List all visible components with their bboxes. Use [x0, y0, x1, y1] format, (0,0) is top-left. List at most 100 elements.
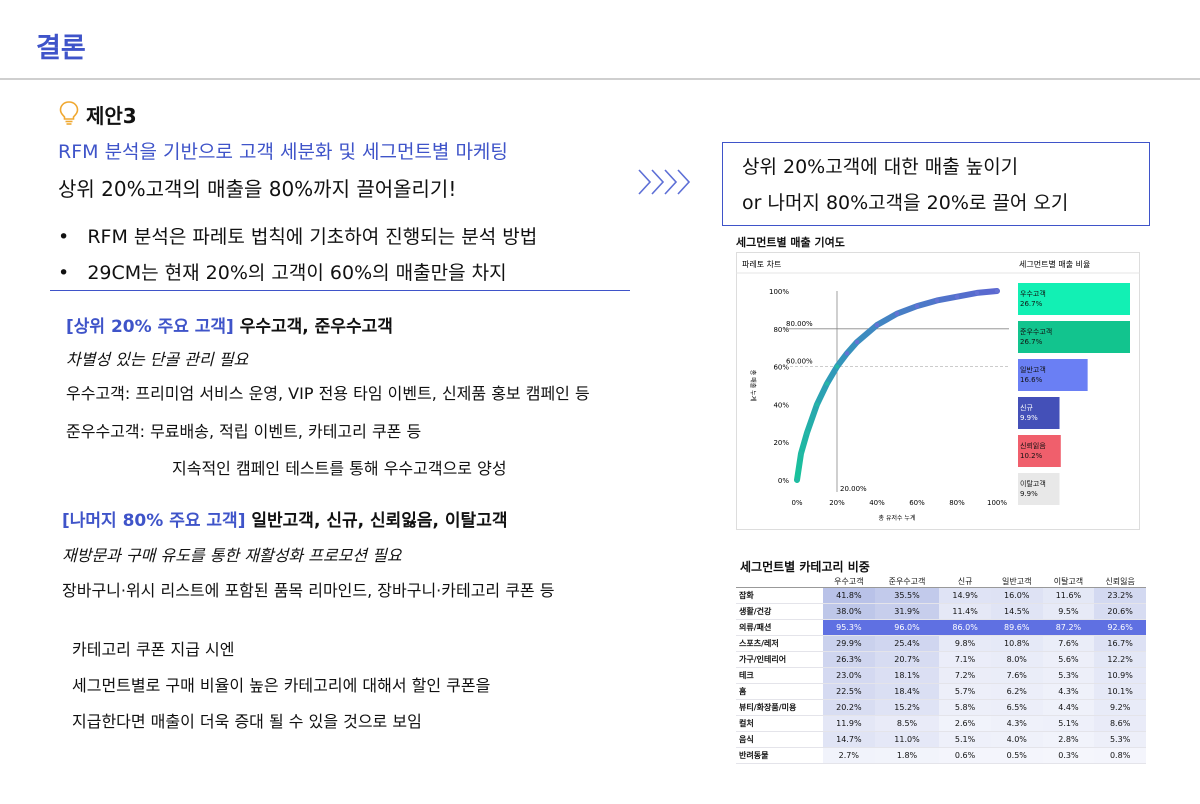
pareto-point [824, 381, 830, 386]
chart-title: 세그먼트별 매출 기여도 [736, 236, 845, 249]
chart-title: 세그먼트별 카테고리 비중 [740, 560, 870, 574]
row-label: 홈 [736, 683, 823, 700]
heatmap-cell: 5.8% [939, 699, 991, 716]
table-row: 의류/패션 95.3% 96.0% 86.0% 89.6% 87.2% 92.6% [736, 619, 1146, 636]
heatmap-cell: 0.6% [939, 747, 991, 764]
section-top20-heading: [상위 20% 주요 고객] 우수고객, 준우수고객 [66, 312, 393, 337]
section-title: 우수고객, 준우수고객 [239, 317, 393, 337]
heatmap-cell: 5.7% [939, 683, 991, 700]
row-label: 생활/건강 [736, 603, 823, 620]
x-tick-label: 80% [949, 499, 965, 507]
heatmap-cell: 7.2% [939, 667, 991, 684]
proposal-headline: 상위 20%고객의 매출을 80%까지 끌어올리기! [58, 177, 457, 201]
chevron-right-icon [638, 169, 691, 195]
heatmap-cell: 18.4% [874, 683, 940, 700]
bar [1018, 321, 1130, 353]
y-tick-label: 20% [773, 439, 789, 447]
pareto-point [914, 303, 920, 309]
section-line: 준우수고객: 무료배송, 적립 이벤트, 카테고리 쿠폰 등 [66, 422, 422, 441]
bar-category-label: 우수고객 [1020, 289, 1046, 298]
chart-subtitle: 파레토 차트 [742, 260, 781, 269]
x-tick-label: 100% [987, 499, 1007, 507]
y-axis-label: 총 매출 누계 [749, 370, 757, 401]
pareto-point [834, 364, 840, 369]
row-label: 스포츠/레저 [736, 635, 823, 652]
chart-panel [736, 252, 1140, 530]
heatmap-cell: 23.0% [823, 667, 875, 684]
annotation-label: 20.00% [840, 485, 867, 493]
heatmap-cell: 23.2% [1094, 587, 1146, 604]
heatmap-cell: 26.3% [823, 651, 875, 668]
bar-category-label: 신규 [1020, 403, 1033, 412]
heatmap-cell: 5.3% [1094, 731, 1146, 748]
heatmap-cell: 7.1% [939, 651, 991, 668]
section-line: 우수고객: 프리미엄 서비스 운영, VIP 전용 타임 이벤트, 신제품 홍보… [66, 384, 590, 403]
pareto-point [894, 311, 900, 316]
heatmap-cell: 16.0% [990, 587, 1043, 604]
row-label: 의류/패션 [736, 619, 823, 636]
pareto-point [794, 477, 800, 483]
proposal-title: 제안3 [86, 104, 137, 128]
pareto-point [934, 298, 940, 303]
row-label: 가구/인테리어 [736, 651, 823, 668]
chart-subtitle: 세그먼트별 매출 비율 [1019, 259, 1090, 269]
heatmap-cell: 20.6% [1094, 603, 1146, 620]
heatmap-cell: 4.0% [990, 731, 1043, 748]
bar-value-label: 10.2% [1020, 452, 1043, 460]
callout-line: 상위 20%고객에 대한 매출 높이기 [742, 156, 1019, 178]
y-tick-label: 60% [773, 364, 789, 372]
heatmap-cell: 92.6% [1094, 619, 1146, 636]
section-note: 차별성 있는 단골 관리 필요 [66, 350, 249, 369]
bar-category-label: 일반고객 [1020, 365, 1046, 374]
row-label: 반려동물 [736, 747, 823, 764]
page-title: 결론 [36, 33, 86, 64]
pareto-point [974, 290, 980, 296]
table-row: 뷰티/화장품/미용 20.2% 15.2% 5.8% 6.5% 4.4% 9.2% [736, 699, 1146, 716]
heatmap-cell: 38.0% [823, 603, 875, 620]
section-bracket: [나머지 80% 주요 고객] [62, 511, 246, 531]
heatmap-cell: 11.0% [874, 731, 940, 748]
row-label: 뷰티/화장품/미용 [736, 699, 823, 716]
heatmap-cell: 11.6% [1042, 587, 1095, 604]
coupon-note-line: 지급한다면 매출이 더욱 증대 될 수 있을 것으로 보임 [72, 712, 422, 731]
heatmap-cell: 89.6% [990, 619, 1043, 636]
heatmap-cell: 22.5% [823, 683, 875, 700]
heatmap-cell: 0.5% [990, 747, 1043, 764]
y-tick-label: 100% [769, 288, 789, 296]
heatmap-cell: 1.8% [874, 747, 940, 764]
callout-box [722, 142, 1150, 226]
heatmap-cell: 41.8% [823, 587, 875, 604]
bullet-item: • RFM 분석은 파레토 법칙에 기초하여 진행되는 분석 방법 [58, 226, 538, 248]
callout-line: or 나머지 80%고객을 20%로 끌어 오기 [742, 192, 1069, 214]
heatmap-cell: 12.2% [1094, 651, 1146, 668]
coupon-note-line: 카테고리 쿠폰 지급 시엔 [72, 640, 235, 659]
heatmap-cell: 5.1% [1042, 715, 1095, 732]
heatmap-cell: 10.1% [1094, 683, 1146, 700]
bar-value-label: 26.7% [1020, 338, 1043, 346]
table-header-row: 우수고객 준우수고객 신규 일반고객 이탈고객 신뢰잃음 [736, 575, 1146, 588]
heatmap-cell: 14.5% [990, 603, 1043, 620]
heatmap-cell: 96.0% [874, 619, 940, 636]
heatmap-cell: 95.3% [823, 619, 875, 636]
section-line: 장바구니·위시 리스트에 포함된 품목 리마인드, 장바구니·카테고리 쿠폰 등 [62, 581, 555, 600]
bar [1018, 359, 1088, 391]
table-row: 홈 22.5% 18.4% 5.7% 6.2% 4.3% 10.1% [736, 683, 1146, 700]
bullet-text: 29CM는 현재 20%의 고객이 60%의 매출만을 차지 [87, 262, 507, 284]
heatmap-cell: 20.2% [823, 699, 875, 716]
y-tick-label: 80% [773, 326, 789, 334]
heatmap-cell: 2.6% [939, 715, 991, 732]
section-rest80-heading: [나머지 80% 주요 고객] 일반고객, 신규, 신뢰잃음, 이탈고객 [62, 506, 507, 531]
pareto-point [844, 351, 850, 356]
bullet-item: • 29CM는 현재 20%의 고객이 60%의 매출만을 차지 [58, 262, 507, 284]
heatmap-cell: 8.5% [874, 715, 940, 732]
pareto-point [854, 339, 860, 345]
heatmap-cell: 4.4% [1042, 699, 1095, 716]
heatmap-cell: 6.5% [990, 699, 1043, 716]
pareto-point [814, 402, 820, 407]
row-label: 컬처 [736, 715, 823, 732]
bar-value-label: 9.9% [1020, 414, 1038, 422]
heatmap-cell: 35.5% [874, 587, 940, 604]
heatmap-cell: 0.8% [1094, 747, 1146, 764]
bar-value-label: 9.9% [1020, 490, 1038, 498]
section-note: 재방문과 구매 유도를 통한 재활성화 프로모션 필요 [62, 546, 402, 565]
